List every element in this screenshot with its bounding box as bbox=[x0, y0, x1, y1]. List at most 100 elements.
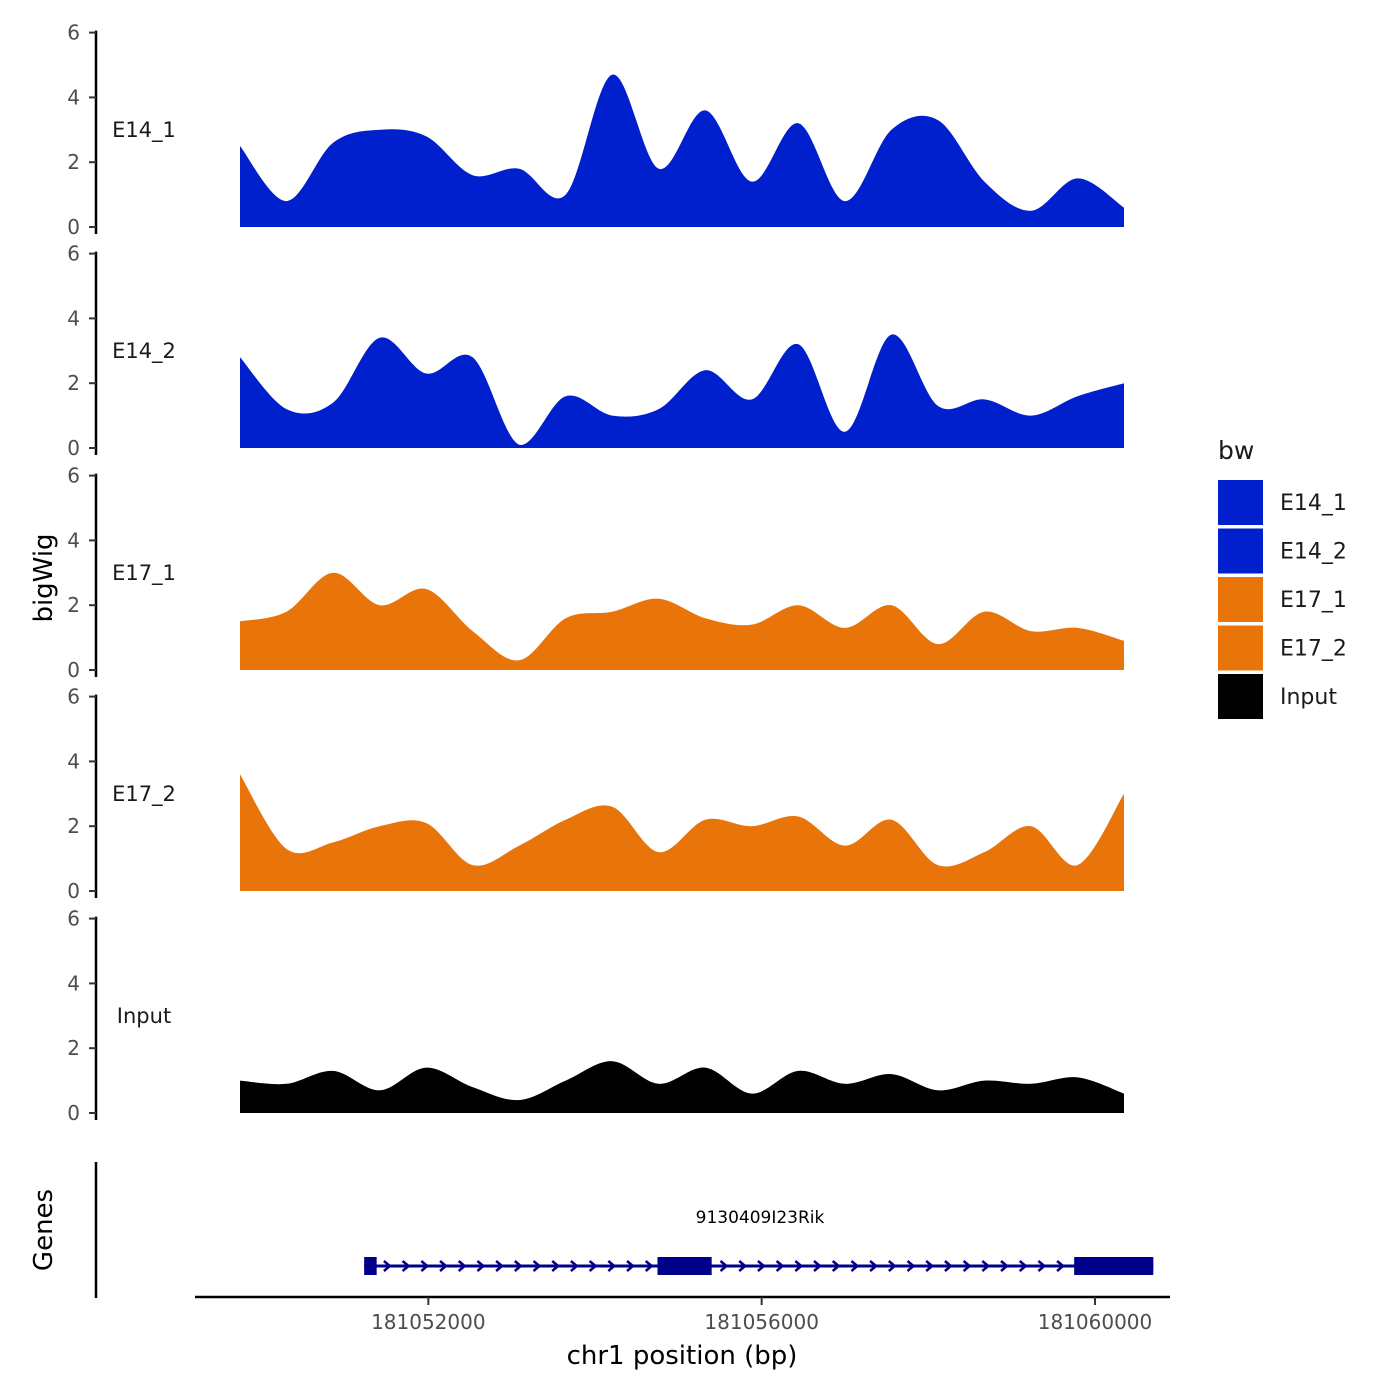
strand-arrow bbox=[757, 1260, 766, 1272]
strand-arrow bbox=[1037, 1260, 1047, 1272]
legend-entry: E14_1 bbox=[1218, 480, 1347, 525]
y-tick-label: 2 bbox=[67, 593, 80, 617]
legend-swatch bbox=[1218, 625, 1263, 671]
x-ticks: 181052000 181056000 181060000 bbox=[371, 1297, 1152, 1334]
y-axis-title: bigWig bbox=[29, 533, 59, 622]
strand-arrow bbox=[944, 1260, 953, 1272]
strand-arrow bbox=[439, 1260, 448, 1272]
legend-label: E14_2 bbox=[1280, 540, 1347, 565]
legend-swatch bbox=[1218, 674, 1263, 719]
gene-name-label: 9130409I23Rik bbox=[696, 1208, 825, 1228]
track-label: Input bbox=[117, 1004, 171, 1028]
legend-entry: E17_1 bbox=[1218, 577, 1347, 622]
track-label: E17_1 bbox=[112, 561, 176, 586]
legend-label: E14_1 bbox=[1280, 491, 1347, 516]
track-Input: 0 2 4 6 Input bbox=[67, 907, 1124, 1125]
strand-arrow bbox=[457, 1260, 467, 1272]
gene-exon bbox=[1074, 1257, 1154, 1275]
y-tick-label: 6 bbox=[67, 21, 80, 45]
strand-arrow bbox=[607, 1260, 617, 1272]
track-E17_1: 0 2 4 6 E17_1 bbox=[67, 464, 1124, 682]
track-label: E17_2 bbox=[112, 782, 176, 807]
area-E17_2 bbox=[240, 774, 1124, 891]
strand-arrow bbox=[813, 1260, 822, 1272]
strand-arrow bbox=[925, 1260, 935, 1272]
gene-track-title: Genes bbox=[29, 1189, 59, 1271]
strand-arrow bbox=[719, 1260, 729, 1272]
track-label: E14_2 bbox=[112, 339, 176, 364]
strand-arrow bbox=[383, 1260, 392, 1272]
legend-swatch bbox=[1218, 480, 1263, 525]
strand-arrow bbox=[906, 1260, 916, 1272]
y-tick-label: 4 bbox=[67, 85, 80, 109]
y-tick-label: 2 bbox=[67, 814, 80, 838]
strand-arrow bbox=[420, 1260, 430, 1272]
legend-entry: Input bbox=[1218, 674, 1337, 719]
y-tick-label: 4 bbox=[67, 749, 80, 773]
strand-arrow bbox=[962, 1260, 972, 1272]
strand-arrow bbox=[570, 1260, 579, 1272]
y-tick-label: 4 bbox=[67, 971, 80, 995]
track-E14_2: 0 2 4 6 E14_2 bbox=[67, 242, 1124, 460]
tracks-area: 0 2 4 6 E14_1 0 2 4 6 E14_2 0 2 4 6 E17_1 0 2 4 6 E17_2 0 2 4 6… bbox=[67, 21, 1124, 1125]
strand-arrow bbox=[1018, 1260, 1028, 1272]
strand-arrow bbox=[775, 1260, 785, 1272]
area-E14_2 bbox=[240, 334, 1124, 448]
x-tick-label: 181052000 bbox=[371, 1310, 486, 1334]
y-tick-label: 2 bbox=[67, 150, 80, 174]
strand-arrow bbox=[869, 1260, 879, 1272]
legend-swatch bbox=[1218, 528, 1263, 574]
legend: bw E14_1 E14_2 E17_1 E17_2 Input bbox=[1218, 436, 1347, 719]
y-tick-label: 0 bbox=[67, 215, 80, 239]
strand-arrow bbox=[644, 1260, 654, 1272]
strand-arrow bbox=[551, 1260, 561, 1272]
legend-entry: E17_2 bbox=[1218, 625, 1347, 671]
y-tick-label: 6 bbox=[67, 685, 80, 709]
x-axis: 181052000 181056000 181060000 chr1 positio… bbox=[195, 1295, 1170, 1371]
track-E14_1: 0 2 4 6 E14_1 bbox=[67, 21, 1124, 239]
legend-title: bw bbox=[1218, 436, 1254, 465]
strand-arrow bbox=[588, 1260, 598, 1272]
y-tick-label: 2 bbox=[67, 1036, 80, 1060]
y-tick-label: 0 bbox=[67, 879, 80, 903]
strand-arrow bbox=[626, 1260, 635, 1272]
gene-track: Genes 9130409I23Rik bbox=[29, 1162, 1154, 1298]
strand-arrow bbox=[401, 1260, 411, 1272]
y-tick-label: 6 bbox=[67, 242, 80, 266]
y-tick-label: 4 bbox=[67, 306, 80, 330]
area-Input bbox=[240, 1061, 1124, 1113]
legend-label: E17_2 bbox=[1280, 637, 1347, 662]
strand-arrow bbox=[513, 1260, 523, 1272]
legend-entry: E14_2 bbox=[1218, 528, 1347, 574]
strand-arrow bbox=[476, 1260, 486, 1272]
y-tick-label: 0 bbox=[67, 1101, 80, 1125]
strand-arrow bbox=[831, 1260, 841, 1272]
gene-exon bbox=[657, 1257, 712, 1275]
track-E17_2: 0 2 4 6 E17_2 bbox=[67, 685, 1124, 903]
x-tick-label: 181060000 bbox=[1038, 1310, 1153, 1334]
y-tick-label: 4 bbox=[67, 528, 80, 552]
strand-arrow bbox=[1056, 1260, 1066, 1272]
strand-arrow bbox=[1000, 1260, 1009, 1272]
strand-arrow bbox=[738, 1260, 748, 1272]
legend-swatch bbox=[1218, 577, 1263, 622]
legend-label: Input bbox=[1280, 685, 1337, 710]
legend-label: E17_1 bbox=[1280, 588, 1347, 613]
strand-arrow bbox=[887, 1260, 897, 1272]
strand-arrow bbox=[532, 1260, 542, 1272]
area-E14_1 bbox=[240, 74, 1124, 228]
strand-arrow bbox=[495, 1260, 505, 1272]
y-tick-label: 0 bbox=[67, 658, 80, 682]
track-label: E14_1 bbox=[112, 118, 176, 143]
y-tick-label: 2 bbox=[67, 371, 80, 395]
strand-arrow bbox=[794, 1260, 804, 1272]
gene-model bbox=[364, 1257, 1154, 1275]
x-axis-title: chr1 position (bp) bbox=[567, 1341, 798, 1371]
gene-exon bbox=[364, 1257, 377, 1275]
y-tick-label: 0 bbox=[67, 436, 80, 460]
y-tick-label: 6 bbox=[67, 907, 80, 931]
x-tick-label: 181056000 bbox=[704, 1310, 819, 1334]
area-E17_1 bbox=[240, 572, 1124, 670]
